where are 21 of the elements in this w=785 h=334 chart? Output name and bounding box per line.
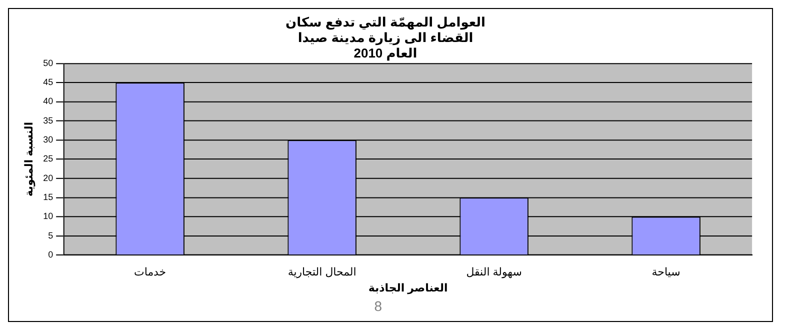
y-tick-label: 5 bbox=[48, 230, 54, 240]
text: 8 bbox=[374, 298, 382, 314]
x-tick-label: المحال التجارية bbox=[288, 266, 356, 279]
y-tick-label: 50 bbox=[43, 58, 54, 68]
text: العام 2010 bbox=[354, 45, 418, 60]
x-axis-title: العناصر الجاذبة bbox=[368, 282, 448, 295]
y-tick-label: 45 bbox=[43, 77, 54, 88]
y-tick-label: 20 bbox=[43, 172, 54, 183]
y-tick-label: 15 bbox=[43, 192, 54, 202]
y-tick-label: 40 bbox=[43, 96, 54, 106]
y-tick-label: 35 bbox=[43, 115, 54, 126]
text: القضاء الى زيارة مدينة صيدا bbox=[298, 30, 474, 45]
y-axis-title: النسبة المئوية bbox=[24, 122, 36, 197]
text: العوامل المهمّة التي تدفع سكان bbox=[286, 14, 486, 30]
x-tick-label: خدمات bbox=[134, 266, 166, 279]
y-tick-label: 30 bbox=[43, 134, 54, 145]
y-tick-label: 25 bbox=[43, 154, 54, 164]
y-tick-label: 0 bbox=[48, 250, 54, 260]
x-tick-label: سهولة النقل bbox=[466, 266, 522, 279]
x-tick-label: سياحة bbox=[652, 266, 680, 279]
y-tick-label: 10 bbox=[43, 211, 54, 222]
